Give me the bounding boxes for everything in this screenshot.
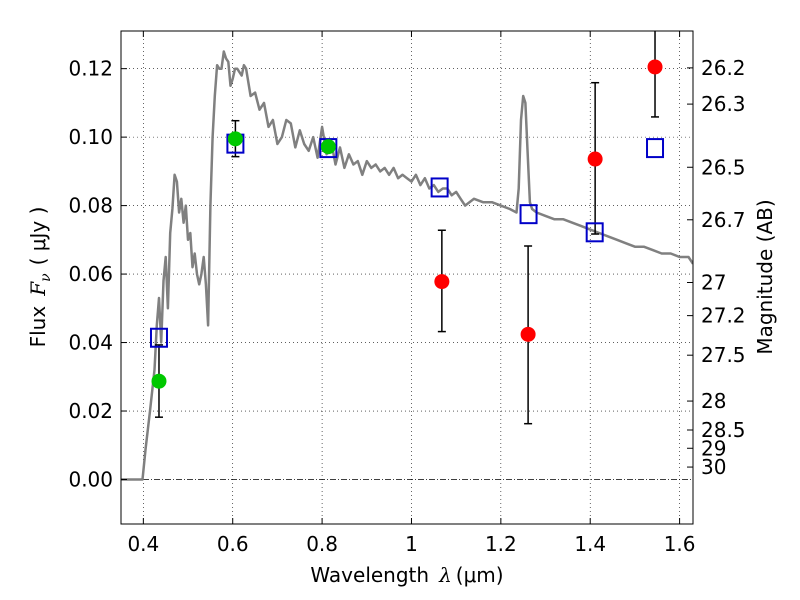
mag-tick-label: 26.2 [701, 56, 746, 80]
y-tick-label: 0.08 [68, 194, 113, 218]
x-axis-symbol: λ [438, 563, 452, 587]
x-axis-title: Wavelength λ (μm) [310, 563, 503, 587]
mag-tick-label: 27.5 [701, 343, 746, 367]
y-tick-label: 0.06 [68, 262, 113, 286]
x-tick-label: 1.6 [664, 532, 696, 556]
right-axis-title: Magnitude (AB) [753, 199, 777, 354]
x-tick-label: 1.4 [574, 532, 606, 556]
mag-tick-label: 26.7 [701, 208, 746, 232]
y-axis-unit: ( μJy ) [26, 207, 50, 266]
model-photometry-squares [149, 133, 665, 348]
x-axis-unit: (μm) [456, 563, 504, 587]
red-data-point [434, 274, 450, 290]
x-tick-label: 1 [405, 532, 418, 556]
x-axis-label-text: Wavelength [310, 563, 429, 587]
x-tick-label: 0.4 [127, 532, 159, 556]
observed-points [151, 59, 663, 389]
model-flux-square [149, 327, 168, 348]
model-flux-square [646, 138, 665, 159]
y-axis-symbol: F [26, 281, 50, 297]
mag-tick-label: 29 [701, 436, 726, 460]
model-spectrum-line [121, 50, 693, 481]
y-tick-label: 0.10 [68, 125, 113, 149]
model-flux-square [319, 138, 338, 159]
mag-tick-label: 27 [701, 270, 726, 294]
model-spectrum [121, 50, 693, 481]
mag-tick-label: 28 [701, 389, 726, 413]
y-tick-label: 0.02 [68, 399, 113, 423]
plot-frame [120, 30, 694, 525]
mag-tick-label: 26.3 [701, 92, 746, 116]
y-axis-title: Flux Fν ( μJy ) [26, 207, 54, 348]
model-flux-square [430, 177, 449, 198]
grid [121, 31, 693, 524]
y-axis-subscript: ν [38, 273, 54, 282]
y-tick-label: 0.12 [68, 57, 113, 81]
green-data-point [151, 373, 167, 389]
axis-ticks [121, 31, 693, 524]
y-axis-label-text: Flux [26, 306, 50, 348]
x-tick-label: 1.2 [485, 532, 517, 556]
x-tick-label: 0.8 [306, 532, 338, 556]
model-flux-square [585, 222, 604, 243]
red-data-point [587, 151, 603, 167]
mag-tick-label: 26.5 [701, 155, 746, 179]
mag-tick-label: 28.5 [701, 418, 746, 442]
green-data-point [320, 139, 336, 155]
x-tick-labels: 0.4 0.6 0.8 1 1.2 1.4 1.6 [127, 532, 695, 556]
y-tick-label: 0.00 [68, 467, 113, 491]
x-tick-label: 0.6 [217, 532, 249, 556]
plot-background [121, 31, 693, 524]
mag-tick-label: 30 [701, 455, 726, 479]
y-tick-labels: 0.00 0.02 0.04 0.06 0.08 0.10 0.12 [68, 57, 113, 492]
model-flux-square [519, 204, 538, 225]
red-data-point [520, 326, 536, 342]
mag-tick-label: 27.2 [701, 304, 746, 328]
green-data-point [227, 131, 243, 147]
red-data-point [647, 59, 663, 75]
y-tick-label: 0.04 [68, 331, 113, 355]
